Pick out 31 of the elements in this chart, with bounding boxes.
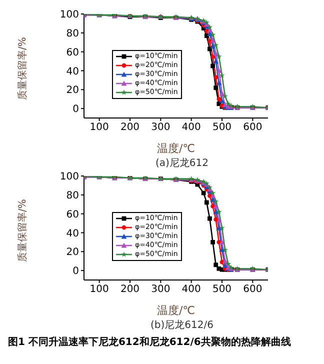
text: (a)尼龙612 [154,156,210,170]
x-tick-label: 500 [212,122,232,134]
x-tick-label: 300 [151,122,170,134]
x-tick-label: 200 [120,284,140,296]
y-tick-label: 0 [72,266,79,278]
y-tick-label: 40 [66,228,79,240]
y-tick-label: 80 [66,28,79,40]
text: (b)尼龙612/6 [150,318,214,332]
x-tick-label: 200 [120,122,140,134]
y-tick-label: 20 [66,85,79,96]
x-axis-title: 温度/℃ [156,142,196,155]
y-tick-label: 60 [66,47,79,58]
y-tick-label: 100 [60,172,79,183]
y-tick-label: 20 [66,247,79,258]
x-tick-label: 500 [212,284,232,296]
y-tick-label: 40 [66,66,79,78]
x-tick-label: 100 [90,122,109,134]
x-tick-label: 600 [243,122,262,134]
x-tick-label: 400 [182,284,201,296]
y-axis-title: 质量保留率/% [16,199,29,262]
y-tick-label: 0 [72,104,79,116]
x-tick-label: 600 [243,284,262,296]
y-tick-label: 80 [66,190,79,202]
caption: 图1 不同升温速率下尼龙612和尼龙612/6共聚物的热降解曲线 [8,335,292,349]
x-axis-title: 温度/℃ [156,304,196,317]
x-tick-label: 100 [90,284,109,296]
x-tick-label: 300 [151,284,170,296]
y-tick-label: 100 [60,10,79,21]
y-axis-title: 质量保留率/% [16,37,29,100]
y-tick-label: 60 [66,209,79,220]
x-tick-label: 400 [182,122,201,134]
